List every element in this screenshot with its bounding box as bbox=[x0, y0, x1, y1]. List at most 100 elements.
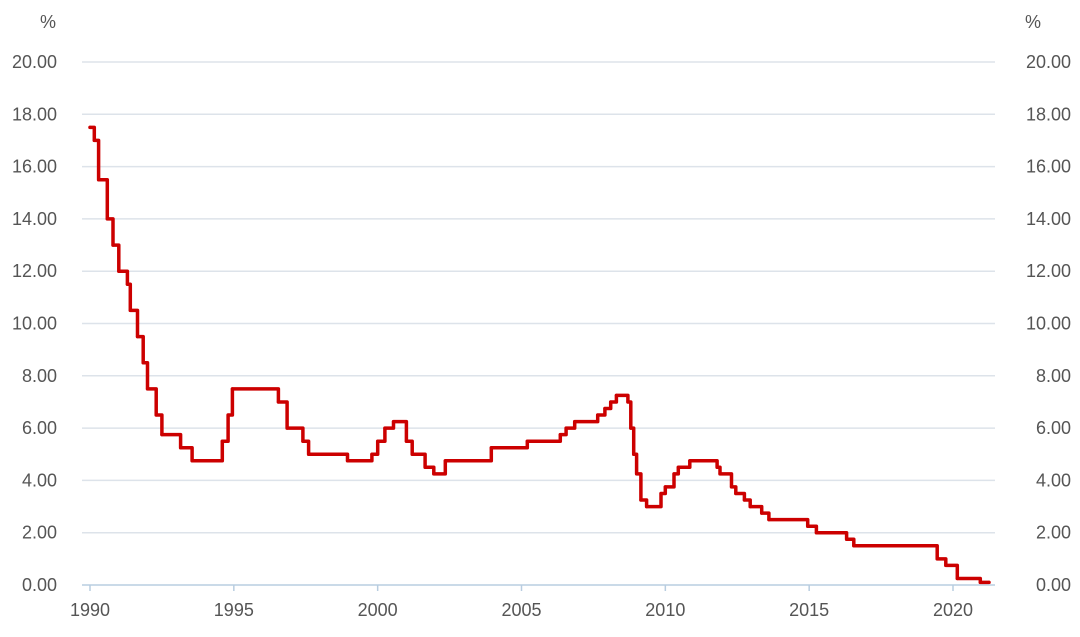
data-point bbox=[117, 269, 121, 273]
y-unit-label-left: % bbox=[40, 12, 56, 32]
data-point bbox=[128, 308, 132, 312]
y-tick-label-left: 2.00 bbox=[22, 523, 57, 543]
data-point bbox=[301, 439, 305, 443]
data-point bbox=[734, 491, 738, 496]
data-point bbox=[97, 178, 101, 182]
y-tick-label-left: 8.00 bbox=[22, 366, 57, 386]
data-point bbox=[676, 465, 680, 469]
x-tick-label: 2010 bbox=[645, 600, 685, 620]
data-point bbox=[88, 125, 92, 129]
y-tick-label-left: 14.00 bbox=[12, 209, 57, 229]
data-point bbox=[391, 420, 396, 424]
y-tick-label-right: 18.00 bbox=[1026, 104, 1071, 124]
data-point bbox=[345, 459, 350, 463]
y-tick-label-right: 20.00 bbox=[1026, 52, 1071, 72]
y-tick-label-right: 0.00 bbox=[1036, 575, 1071, 595]
data-point bbox=[111, 243, 115, 247]
y-tick-label-left: 0.00 bbox=[22, 575, 57, 595]
y-tick-label-left: 6.00 bbox=[22, 418, 57, 438]
data-point bbox=[629, 426, 633, 430]
y-unit-label-right: % bbox=[1025, 12, 1041, 32]
y-tick-label-right: 14.00 bbox=[1026, 209, 1071, 229]
y-tick-label-left: 12.00 bbox=[12, 261, 57, 281]
data-point bbox=[748, 505, 752, 509]
data-point bbox=[145, 387, 150, 391]
data-point bbox=[383, 426, 387, 430]
x-axis bbox=[82, 584, 995, 591]
data-point bbox=[92, 138, 96, 142]
data-point bbox=[307, 452, 311, 456]
data-point bbox=[432, 472, 436, 476]
data-point bbox=[125, 282, 129, 286]
data-point bbox=[596, 413, 600, 417]
data-point bbox=[659, 491, 663, 496]
data-point bbox=[635, 472, 639, 476]
data-point bbox=[489, 446, 493, 450]
series-group bbox=[88, 125, 991, 585]
series-line bbox=[88, 125, 991, 585]
y-tick-label-right: 16.00 bbox=[1026, 157, 1071, 177]
data-point bbox=[626, 400, 630, 404]
y-tick-label-left: 4.00 bbox=[22, 470, 57, 490]
data-point bbox=[603, 406, 607, 411]
data-point bbox=[404, 439, 408, 443]
y-tick-label-right: 6.00 bbox=[1036, 418, 1071, 438]
data-point bbox=[609, 400, 613, 404]
data-point bbox=[423, 465, 427, 469]
data-point bbox=[376, 439, 380, 443]
y-tick-label-left: 20.00 bbox=[12, 52, 57, 72]
data-point bbox=[645, 505, 649, 509]
data-point bbox=[160, 433, 164, 437]
x-tick-label: 1995 bbox=[214, 600, 254, 620]
data-point bbox=[370, 452, 374, 456]
data-point bbox=[226, 413, 230, 417]
data-point bbox=[845, 537, 849, 541]
data-point bbox=[814, 531, 819, 535]
data-point bbox=[632, 452, 636, 456]
data-point bbox=[944, 563, 948, 568]
data-point bbox=[564, 426, 568, 430]
data-point bbox=[443, 459, 447, 463]
data-point bbox=[935, 557, 939, 561]
data-point bbox=[135, 335, 140, 339]
x-tick-label: 2015 bbox=[789, 600, 829, 620]
data-point bbox=[105, 217, 109, 221]
data-point bbox=[742, 498, 747, 502]
y-tick-label-left: 10.00 bbox=[12, 314, 57, 334]
data-point bbox=[672, 472, 676, 476]
data-point bbox=[718, 472, 722, 476]
x-tick-label: 1990 bbox=[70, 600, 110, 620]
data-point bbox=[639, 498, 643, 502]
data-point bbox=[852, 544, 856, 548]
y-tick-label-right: 2.00 bbox=[1036, 523, 1071, 543]
y-tick-label-right: 8.00 bbox=[1036, 366, 1071, 386]
data-point bbox=[987, 580, 991, 585]
x-tick-label: 2000 bbox=[358, 600, 398, 620]
y-tick-label-left: 16.00 bbox=[12, 157, 57, 177]
data-point bbox=[190, 459, 194, 463]
data-point bbox=[230, 387, 234, 391]
data-point bbox=[179, 446, 183, 450]
data-point bbox=[955, 576, 959, 581]
data-point bbox=[767, 518, 771, 522]
x-tick-label: 2020 bbox=[933, 600, 973, 620]
data-point bbox=[978, 580, 982, 585]
data-point bbox=[573, 420, 577, 424]
y-tick-label-right: 4.00 bbox=[1036, 470, 1071, 490]
data-point bbox=[688, 459, 692, 463]
data-point bbox=[806, 524, 810, 528]
data-point bbox=[276, 400, 280, 404]
data-point bbox=[614, 393, 619, 397]
y-tick-label-right: 12.00 bbox=[1026, 261, 1071, 281]
y-tick-label-right: 10.00 bbox=[1026, 314, 1071, 334]
data-point bbox=[330, 452, 334, 456]
data-point bbox=[663, 485, 667, 489]
data-point bbox=[715, 465, 719, 469]
data-point bbox=[154, 413, 158, 417]
data-point bbox=[220, 439, 224, 443]
data-point bbox=[410, 452, 414, 456]
grid-lines bbox=[82, 61, 995, 534]
data-point bbox=[558, 433, 562, 437]
data-point bbox=[285, 426, 289, 430]
